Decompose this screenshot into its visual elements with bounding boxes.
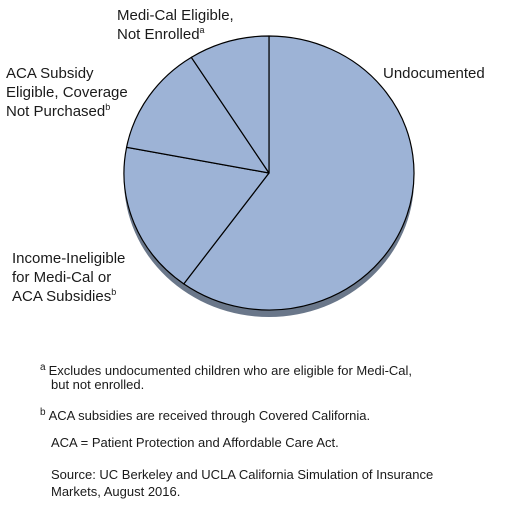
label-income-ineligible-line2: for Medi-Cal or <box>12 269 112 286</box>
pie-chart <box>123 35 415 317</box>
footnote-a: a Excludes undocumented children who are … <box>40 359 412 379</box>
label-aca-subsidy-line3: Not Purchasedb <box>6 102 111 121</box>
aca-definition: ACA = Patient Protection and Affordable … <box>51 435 339 450</box>
footnote-ref-a: a <box>199 25 205 35</box>
label-aca-subsidy-line1: ACA Subsidy <box>6 65 94 82</box>
label-medical-eligible-line2: Not Enrolleda <box>117 25 205 44</box>
footnote-a-continued: but not enrolled. <box>51 377 145 392</box>
footnote-ref-b: b <box>111 287 117 297</box>
footnote-a-mark: a <box>40 362 46 373</box>
source-line-1: Source: UC Berkeley and UCLA California … <box>51 467 434 482</box>
label-income-ineligible: Income-Ineligible for Medi-Cal or ACA Su… <box>12 249 125 306</box>
source-line-2: Markets, August 2016. <box>51 484 181 499</box>
label-aca-subsidy-line2: Eligible, Coverage <box>6 84 128 101</box>
label-income-ineligible-line1: Income-Ineligible <box>12 250 126 267</box>
footnote-b-line1: ACA subsidies are received through Cover… <box>48 408 371 423</box>
footnote-b: b ACA subsidies are received through Cove… <box>40 404 370 424</box>
label-medical-eligible-line1: Medi-Cal Eligible, <box>117 7 234 24</box>
footnote-ref-b: b <box>105 102 111 112</box>
pie-slice-3 <box>125 56 270 174</box>
pie-slice-2 <box>123 146 270 285</box>
label-medical-eligible: Medi-Cal Eligible, Not Enrolleda <box>117 6 234 44</box>
footnote-a-line1: Excludes undocumented children who are e… <box>48 363 413 378</box>
pie-slice-1 <box>183 35 415 311</box>
footnote-b-mark: b <box>40 407 46 418</box>
label-income-ineligible-line3: ACA Subsidiesb <box>12 287 117 306</box>
label-undocumented: Undocumented <box>383 65 485 82</box>
label-aca-subsidy: ACA Subsidy Eligible, Coverage Not Purch… <box>6 64 128 121</box>
pie-slice-4 <box>190 35 270 174</box>
pie-slices <box>123 35 415 311</box>
